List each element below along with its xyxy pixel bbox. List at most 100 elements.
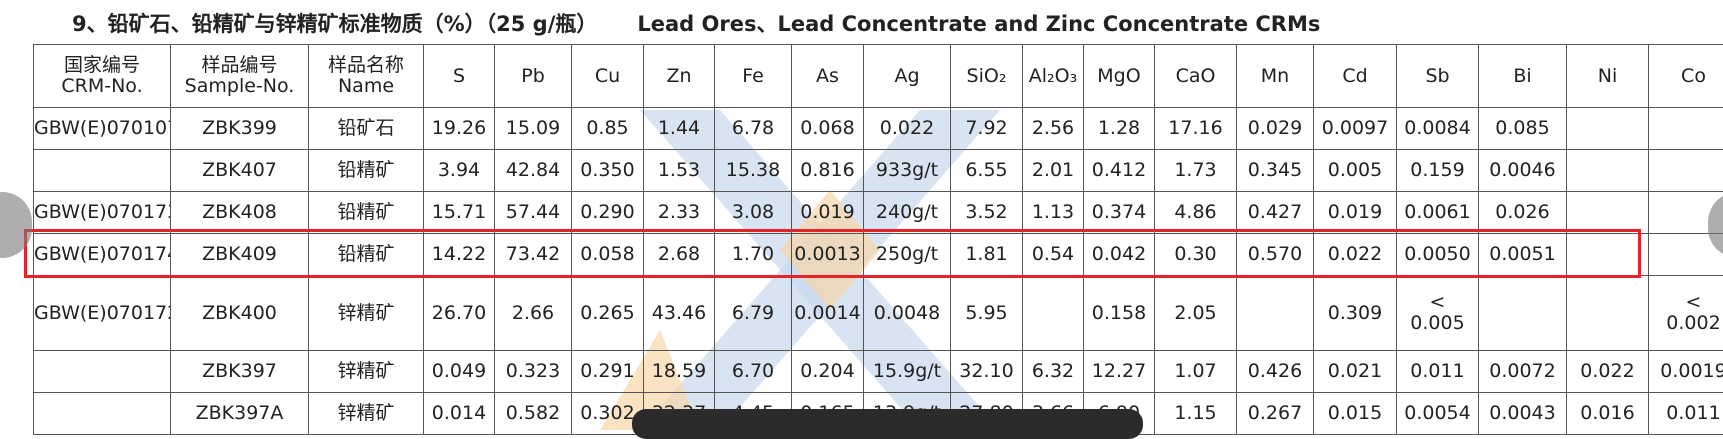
table-cell <box>34 150 171 192</box>
header-cell: Co <box>1649 45 1723 108</box>
table-cell: 0.029 <box>1237 108 1314 150</box>
table-cell: 15.9g/t <box>864 351 951 393</box>
table-cell: 0.022 <box>1567 351 1649 393</box>
header-cell: Bi <box>1479 45 1567 108</box>
table-cell: 1.13 <box>1023 192 1084 234</box>
table-cell: ZBK397 <box>171 351 309 393</box>
table-cell: 0.374 <box>1084 192 1155 234</box>
header-cell: CaO <box>1155 45 1237 108</box>
table-cell: 6.79 <box>715 276 792 351</box>
table-cell: ZBK400 <box>171 276 309 351</box>
table-cell <box>34 351 171 393</box>
table-cell: 0.019 <box>792 192 864 234</box>
table-cell: 0.019 <box>1314 192 1397 234</box>
page: Lead Ores CRMs {"title": "9、铅矿石、铅精矿与锌精矿标… <box>0 0 1723 430</box>
table-cell: 0.0046 <box>1479 150 1567 192</box>
table-cell <box>1479 276 1567 351</box>
table-cell: 1.28 <box>1084 108 1155 150</box>
table-cell: 0.011 <box>1649 393 1723 435</box>
table-cell: ZBK408 <box>171 192 309 234</box>
table-cell: 1.07 <box>1155 351 1237 393</box>
header-cell: MgO <box>1084 45 1155 108</box>
table-cell: 锌精矿 <box>309 393 424 435</box>
table-cell <box>1567 150 1649 192</box>
cell-line: 样品名称 <box>309 55 423 76</box>
table-cell: 32.10 <box>951 351 1023 393</box>
header-cell: Mn <box>1237 45 1314 108</box>
table-cell: 0.014 <box>424 393 495 435</box>
table-cell: 0.291 <box>572 351 644 393</box>
table-cell: 铅精矿 <box>309 192 424 234</box>
table-cell: 2.56 <box>1023 108 1084 150</box>
table-cell: 0.582 <box>495 393 572 435</box>
header-cell: As <box>792 45 864 108</box>
table-cell <box>1649 108 1723 150</box>
table-cell <box>1649 150 1723 192</box>
table-cell: 12.27 <box>1084 351 1155 393</box>
table-cell: 1.44 <box>644 108 715 150</box>
table-cell: 15.38 <box>715 150 792 192</box>
table-cell: 240g/t <box>864 192 951 234</box>
table-cell: 2.01 <box>1023 150 1084 192</box>
table-cell: 17.16 <box>1155 108 1237 150</box>
table-title: 9、铅矿石、铅精矿与锌精矿标准物质（%）（25 g/瓶）Lead Ores、Le… <box>72 8 1320 38</box>
table-cell: 7.92 <box>951 108 1023 150</box>
table-cell: 0.021 <box>1314 351 1397 393</box>
table-cell: 锌精矿 <box>309 351 424 393</box>
table-cell: <0.002 <box>1649 276 1723 351</box>
table-cell: 6.55 <box>951 150 1023 192</box>
table-cell: 0.0043 <box>1479 393 1567 435</box>
table-cell: ZBK399 <box>171 108 309 150</box>
table-cell: 0.427 <box>1237 192 1314 234</box>
table-cell: GBW(E)070173 <box>34 192 171 234</box>
table-cell: 0.0061 <box>1397 192 1479 234</box>
table-cell: 0.0019 <box>1649 351 1723 393</box>
table-cell <box>1567 276 1649 351</box>
table-cell <box>1567 108 1649 150</box>
table-cell: 0.0048 <box>864 276 951 351</box>
header-cell: S <box>424 45 495 108</box>
table-cell <box>1567 192 1649 234</box>
table-cell: 42.84 <box>495 150 572 192</box>
header-cell: SiO₂ <box>951 45 1023 108</box>
table-cell: 0.426 <box>1237 351 1314 393</box>
table-cell: 0.412 <box>1084 150 1155 192</box>
table-cell <box>34 393 171 435</box>
table-cell: 1.53 <box>644 150 715 192</box>
table-cell: 1.73 <box>1155 150 1237 192</box>
title-en: Lead Ores、Lead Concentrate and Zinc Conc… <box>637 12 1320 36</box>
viewer-toolbar[interactable] <box>632 409 1143 439</box>
table-cell: 铅矿石 <box>309 108 424 150</box>
table-cell: GBW(E)070107 <box>34 108 171 150</box>
table-cell: 18.59 <box>644 351 715 393</box>
header-cell: Ni <box>1567 45 1649 108</box>
cell-line: Name <box>309 76 423 97</box>
table-cell: 5.95 <box>951 276 1023 351</box>
header-cell: Al₂O₃ <box>1023 45 1084 108</box>
table-cell: 0.290 <box>572 192 644 234</box>
table-cell: 3.08 <box>715 192 792 234</box>
table-cell <box>1023 276 1084 351</box>
table-cell: 0.159 <box>1397 150 1479 192</box>
table-cell: 0.0084 <box>1397 108 1479 150</box>
table-cell: 0.265 <box>572 276 644 351</box>
cell-line: 样品编号 <box>171 55 308 76</box>
page-body: 9、铅矿石、铅精矿与锌精矿标准物质（%）（25 g/瓶）Lead Ores、Le… <box>0 0 1723 430</box>
table-cell: 0.049 <box>424 351 495 393</box>
table-cell: 0.026 <box>1479 192 1567 234</box>
table-cell: 2.05 <box>1155 276 1237 351</box>
cell-line: 国家编号 <box>34 55 170 76</box>
table-cell: 3.52 <box>951 192 1023 234</box>
table-cell: 15.71 <box>424 192 495 234</box>
header-cell: Cd <box>1314 45 1397 108</box>
table-cell: 0.158 <box>1084 276 1155 351</box>
table-cell: 15.09 <box>495 108 572 150</box>
table-cell: GBW(E)070172 <box>34 276 171 351</box>
table-cell: 57.44 <box>495 192 572 234</box>
table-cell: 2.66 <box>495 276 572 351</box>
